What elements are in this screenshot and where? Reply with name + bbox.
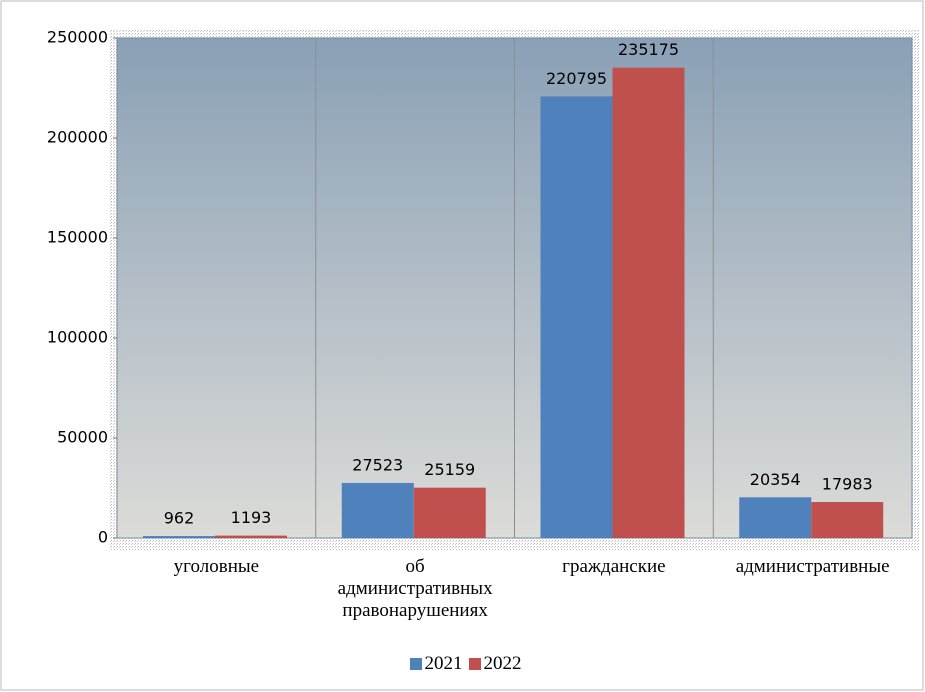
x-tick-label: гражданские	[514, 556, 714, 578]
y-tick-label: 250000	[47, 28, 108, 47]
bar	[612, 67, 685, 539]
bar	[540, 96, 613, 538]
data-label: 17983	[822, 475, 873, 494]
data-label: 1193	[231, 508, 272, 527]
data-label: 20354	[750, 470, 801, 489]
legend-swatch	[468, 658, 481, 670]
y-tick-label: 150000	[47, 228, 108, 247]
x-tick-text: уголовные	[173, 556, 260, 577]
legend-label: 2021	[424, 653, 463, 674]
data-label: 25159	[424, 460, 475, 479]
y-tick-label: 0	[98, 528, 108, 547]
bar	[215, 535, 287, 538]
x-tick-label: уголовные	[116, 556, 316, 578]
legend-swatch	[409, 658, 422, 670]
x-tick-label: административные	[713, 556, 913, 578]
bar	[739, 497, 812, 538]
bar	[143, 536, 215, 538]
data-label: 962	[164, 509, 195, 528]
y-tick-label: 200000	[47, 128, 108, 147]
data-label: 27523	[352, 455, 403, 474]
bar	[413, 487, 486, 538]
x-tick-label: об административных правонарушениях	[315, 556, 515, 622]
bar	[341, 482, 414, 538]
legend: 2021 2022	[0, 653, 925, 675]
data-label: 235175	[618, 40, 679, 59]
x-tick-text: гражданские	[562, 556, 666, 577]
x-tick-text: об административных правонарушениях	[337, 556, 493, 621]
legend-label: 2022	[483, 653, 522, 674]
y-tick-label: 100000	[47, 328, 108, 347]
y-tick-label: 50000	[57, 428, 108, 447]
bar	[811, 502, 884, 538]
x-tick-text: административные	[735, 556, 890, 577]
data-label: 220795	[546, 69, 607, 88]
